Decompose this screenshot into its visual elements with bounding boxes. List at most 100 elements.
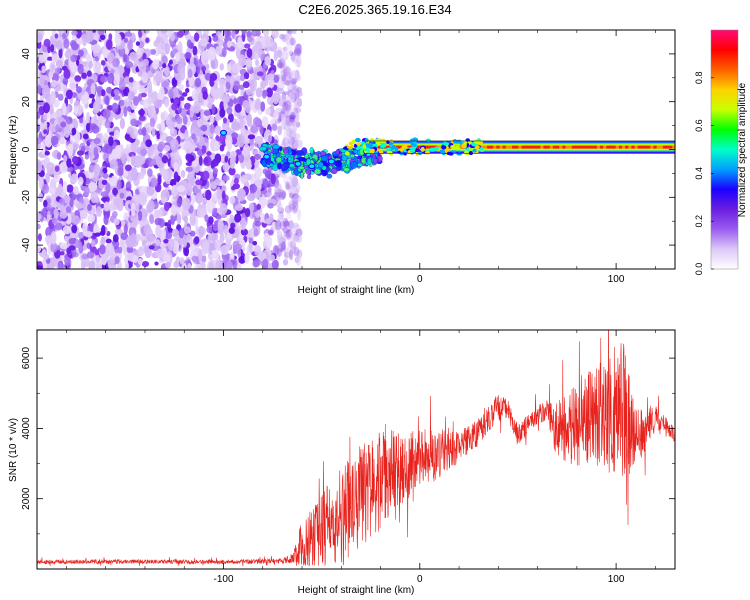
noise-blob: [62, 77, 69, 85]
noise-blob: [283, 129, 289, 143]
noise-blob: [277, 88, 285, 95]
noise-blob: [147, 80, 153, 94]
noise-blob: [54, 33, 59, 39]
noise-blob: [108, 204, 117, 211]
noise-blob: [69, 199, 74, 208]
noise-blob: [286, 115, 291, 127]
noise-blob: [114, 144, 122, 159]
noise-blob: [292, 198, 299, 208]
noise-blob: [288, 116, 295, 123]
noise-blob: [46, 204, 52, 211]
noise-blob: [267, 229, 274, 235]
noise-blob: [114, 256, 120, 265]
noise-blob: [289, 249, 294, 261]
noise-blob: [253, 259, 261, 268]
noise-blob: [288, 108, 298, 121]
noise-blob: [92, 100, 101, 114]
noise-blob: [37, 111, 41, 120]
noise-blob: [228, 227, 236, 234]
carrier-core-segment: [625, 145, 629, 149]
transition-blob: [350, 154, 355, 159]
noise-blob: [189, 212, 196, 226]
noise-blob: [138, 115, 146, 122]
carrier-core-segment: [499, 145, 504, 149]
noise-blob: [130, 202, 136, 217]
noise-blob: [212, 34, 219, 42]
noise-blob: [191, 160, 198, 168]
noise-blob: [71, 30, 78, 36]
noise-blob: [295, 228, 303, 237]
noise-blob: [191, 133, 196, 140]
noise-blob: [176, 30, 184, 38]
noise-blob: [99, 203, 105, 209]
noise-blob: [116, 179, 122, 190]
noise-blob: [42, 113, 48, 121]
noise-blob: [164, 231, 173, 240]
noise-blob: [288, 220, 294, 231]
carrier-core-segment: [568, 145, 573, 149]
noise-blob: [37, 223, 41, 230]
transition-blob: [326, 173, 333, 179]
transition-blob: [334, 159, 342, 168]
noise-blob: [292, 186, 299, 197]
noise-blob: [224, 155, 229, 163]
noise-blob: [280, 98, 287, 111]
noise-blob: [221, 47, 227, 58]
transition-blob: [309, 146, 314, 155]
carrier-speckle: [474, 139, 481, 145]
noise-blob: [119, 117, 126, 130]
noise-blob: [179, 257, 185, 265]
noise-blob: [283, 104, 293, 115]
noise-blob: [295, 58, 301, 68]
noise-blob: [295, 233, 303, 244]
carrier-speckle: [369, 138, 375, 142]
carrier-core-segment: [631, 145, 635, 149]
noise-blob: [278, 236, 286, 246]
noise-blob: [83, 230, 93, 238]
noise-blob: [141, 240, 147, 248]
noise-blob: [177, 106, 182, 114]
noise-blob: [283, 119, 291, 131]
noise-blob: [291, 130, 297, 141]
noise-blob: [246, 48, 253, 59]
noise-blob: [292, 81, 297, 92]
carrier-core-segment: [578, 145, 582, 149]
noise-blob: [285, 136, 292, 149]
noise-blob: [273, 139, 278, 145]
noise-blob: [87, 214, 96, 223]
noise-blob: [276, 248, 283, 257]
noise-blob: [234, 213, 242, 223]
noise-blob: [276, 214, 282, 224]
noise-blob: [283, 65, 290, 73]
x-tick-label: 100: [608, 574, 625, 585]
noise-blob: [78, 231, 85, 239]
noise-blob: [55, 59, 64, 69]
noise-blob: [293, 232, 300, 242]
noise-blob: [229, 75, 235, 86]
noise-blob: [194, 77, 202, 88]
noise-blob: [229, 251, 235, 259]
noise-blob: [103, 214, 109, 226]
noise-blob: [127, 40, 133, 51]
noise-blob: [192, 45, 198, 56]
noise-blob: [70, 54, 78, 63]
noise-blob: [218, 78, 226, 88]
noise-blob: [284, 220, 290, 227]
noise-blob: [176, 116, 183, 125]
noise-blob: [242, 144, 251, 157]
noise-blob: [223, 30, 230, 38]
noise-blob: [137, 210, 143, 222]
noise-blob: [149, 213, 155, 225]
noise-blob: [286, 70, 294, 78]
noise-blob: [282, 258, 289, 266]
noise-blob: [74, 75, 82, 82]
noise-blob: [163, 170, 169, 182]
carrier-core-segment: [486, 145, 491, 149]
noise-blob: [100, 197, 108, 202]
noise-blob: [276, 46, 283, 59]
noise-blob: [255, 40, 263, 54]
noise-blob: [158, 141, 166, 150]
carrier-speckle: [455, 139, 459, 144]
colorbar: 0.0 0.2 0.4 0.6 0.8 Normalized spectral ampl…: [694, 29, 748, 275]
noise-blob: [72, 186, 79, 195]
